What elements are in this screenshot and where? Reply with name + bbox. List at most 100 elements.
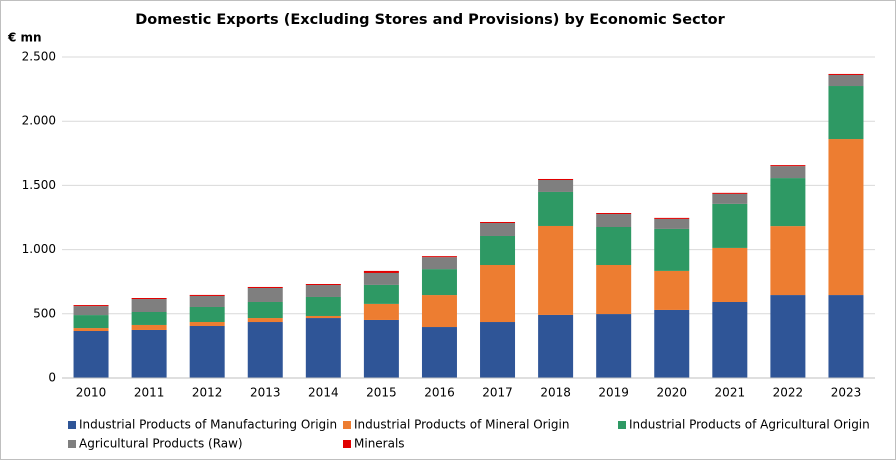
- bar-segment: [363, 303, 399, 320]
- bar-segment: [480, 221, 516, 224]
- bar-segment: [596, 214, 632, 228]
- bar-segment: [828, 74, 864, 87]
- bar-segment: [770, 295, 806, 378]
- bar-segment: [247, 301, 283, 319]
- bar-segment: [131, 324, 167, 330]
- x-tick-label: 2020: [656, 386, 687, 400]
- bar-segment: [480, 235, 516, 266]
- bar-segment: [828, 139, 864, 296]
- x-tick-label: 2023: [831, 386, 862, 400]
- y-tick-label: 2.500: [22, 50, 56, 64]
- x-tick-label: 2010: [76, 386, 107, 400]
- y-axis-label: € mn: [7, 31, 42, 45]
- x-tick-label: 2015: [366, 386, 397, 400]
- bar-segment: [131, 299, 167, 313]
- bar-segment: [247, 286, 283, 288]
- x-tick-label: 2011: [134, 386, 165, 400]
- bar-segment: [596, 227, 632, 266]
- bar-segment: [654, 218, 690, 229]
- chart-title: Domestic Exports (Excluding Stores and P…: [135, 12, 725, 28]
- bar-segment: [596, 265, 632, 315]
- bar-segment: [73, 305, 109, 307]
- bar-segment: [305, 285, 341, 297]
- x-tick-label: 2018: [540, 386, 571, 400]
- bar-segment: [480, 265, 516, 323]
- bar-segment: [538, 191, 574, 226]
- bar-segment: [73, 315, 109, 329]
- x-tick-label: 2014: [308, 386, 339, 400]
- bar-segment: [131, 329, 167, 378]
- bar-segment: [131, 298, 167, 300]
- bar-segment: [596, 314, 632, 378]
- bar-segment: [421, 295, 457, 328]
- bar-segment: [131, 312, 167, 325]
- bar-segment: [654, 217, 690, 219]
- bar-segment: [363, 272, 399, 285]
- y-tick-label: 0: [48, 371, 56, 385]
- bar-segment: [189, 306, 225, 323]
- bar-segment: [828, 295, 864, 378]
- bar-segment: [73, 306, 109, 316]
- legend-label: Industrial Products of Manufacturing Ori…: [79, 418, 337, 432]
- x-tick-label: 2016: [424, 386, 455, 400]
- bar-segment: [305, 315, 341, 319]
- bar-segment: [538, 314, 574, 378]
- bar-segment: [596, 213, 632, 215]
- bar-segment: [770, 166, 806, 179]
- bar-segment: [538, 178, 574, 181]
- bar-segment: [363, 319, 399, 378]
- legend-swatch: [68, 421, 76, 429]
- bar-segment: [770, 165, 806, 167]
- bar-segment: [305, 296, 341, 316]
- bar-segment: [421, 327, 457, 378]
- bar-segment: [770, 178, 806, 227]
- bar-segment: [363, 284, 399, 304]
- bar-segment: [247, 318, 283, 323]
- bar-segment: [189, 322, 225, 326]
- bar-segment: [654, 309, 690, 378]
- bar-segment: [247, 287, 283, 302]
- legend-label: Agricultural Products (Raw): [79, 437, 243, 451]
- bar-segment: [73, 328, 109, 332]
- bar-segment: [770, 226, 806, 296]
- legend-swatch: [68, 440, 76, 448]
- bar-segment: [654, 228, 690, 271]
- bar-segment: [712, 193, 748, 204]
- bar-segment: [828, 86, 864, 140]
- y-tick-label: 500: [33, 306, 56, 320]
- y-tick-label: 1.000: [22, 242, 56, 256]
- bar-segment: [712, 203, 748, 248]
- bar-segment: [480, 223, 516, 236]
- bar-segment: [538, 225, 574, 315]
- x-tick-label: 2022: [773, 386, 804, 400]
- bar-segment: [654, 270, 690, 310]
- bar-segment: [421, 269, 457, 296]
- legend-swatch: [618, 421, 626, 429]
- bar-segment: [828, 73, 864, 75]
- x-tick-label: 2019: [598, 386, 629, 400]
- bar-segment: [305, 284, 341, 286]
- bar-segment: [189, 295, 225, 307]
- bar-segment: [712, 247, 748, 302]
- bar-segment: [538, 180, 574, 192]
- bar-segment: [480, 322, 516, 378]
- y-tick-label: 1.500: [22, 178, 56, 192]
- legend-label: Industrial Products of Agricultural Orig…: [629, 418, 870, 432]
- legend-swatch: [343, 440, 351, 448]
- bar-segment: [305, 318, 341, 378]
- bar-segment: [421, 257, 457, 270]
- bar-segment: [73, 331, 109, 378]
- x-tick-label: 2013: [250, 386, 281, 400]
- legend-label: Industrial Products of Mineral Origin: [354, 418, 569, 432]
- bar-segment: [712, 301, 748, 378]
- bar-segment: [421, 256, 457, 258]
- legend-label: Minerals: [354, 437, 405, 451]
- x-tick-label: 2017: [482, 386, 513, 400]
- legend-swatch: [343, 421, 351, 429]
- bar-segment: [189, 325, 225, 378]
- bar-segment: [189, 294, 225, 296]
- x-tick-label: 2012: [192, 386, 223, 400]
- bar-segment: [363, 270, 399, 273]
- x-tick-label: 2021: [715, 386, 746, 400]
